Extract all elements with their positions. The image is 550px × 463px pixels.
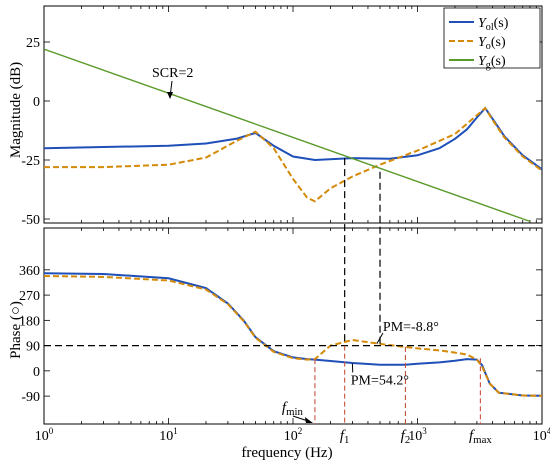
magnitude-y-tick-label: 0 (33, 95, 40, 110)
magnitude-series-yo (44, 106, 542, 203)
magnitude-y-tick-label: -25 (21, 154, 40, 169)
freq-marker-label-max: fmax (469, 428, 492, 446)
legend-label: Yo(s) (478, 35, 506, 52)
pm-annotation-2: PM=-8.8° (383, 320, 439, 335)
pm-arrow-2 (376, 332, 384, 344)
legend-label: Yg(s) (478, 54, 506, 71)
phase-y-tick-label: -90 (21, 390, 40, 405)
phase-y-tick-label: 0 (33, 365, 40, 380)
phase-y-tick-label: 270 (19, 289, 40, 304)
x-tick-label: 104 (533, 426, 550, 444)
chart-text: 100 101 102 103 104 25 0 -25 -50 360 270 180 90 0 -90 f… (19, 16, 550, 446)
phase-series-yol (44, 272, 542, 397)
phase-y-tick-label: 180 (19, 314, 40, 329)
annotation-marks (44, 7, 542, 424)
magnitude-y-tick-label: 25 (26, 36, 40, 51)
freq-marker-label-min: fmin (282, 400, 304, 418)
x-tick-label: 102 (284, 426, 303, 444)
series-lines (44, 48, 542, 397)
x-tick-label: 101 (159, 426, 178, 444)
fmin-arrow-head (304, 417, 313, 423)
scr-arrow-head (167, 92, 173, 99)
x-axis-label: frequency (Hz) (241, 445, 332, 461)
phase-series-yo (44, 275, 542, 397)
legend-label: Yol(s) (478, 16, 509, 33)
pm-annotation-1: PM=54.2° (351, 373, 409, 388)
magnitude-y-tick-label: -50 (21, 213, 40, 228)
phase-y-tick-label: 360 (19, 264, 40, 279)
legend-box (443, 7, 541, 69)
phase-y-axis-label: Phase (○) (8, 301, 24, 359)
phase-y-tick-label: 90 (26, 340, 40, 355)
x-tick-label: 100 (35, 426, 54, 444)
magnitude-y-axis-label: Magnitude (dB) (8, 62, 24, 158)
magnitude-series-yg (44, 48, 531, 223)
scr-annotation: SCR=2 (152, 66, 193, 81)
freq-marker-label-1: f1 (340, 428, 350, 446)
x-tick-label: 103 (408, 426, 427, 444)
magnitude-series-yol (44, 106, 542, 171)
phase-plot-frame (43, 227, 543, 425)
freq-marker-label-2: f2 (401, 428, 411, 446)
plot-frames (43, 5, 543, 425)
